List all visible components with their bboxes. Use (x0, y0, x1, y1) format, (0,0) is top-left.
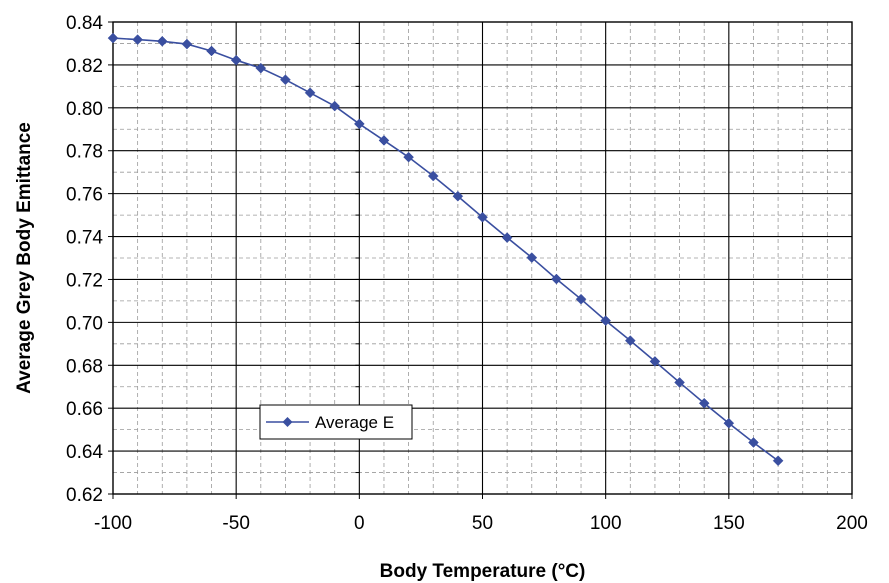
data-point-diamond (477, 211, 488, 223)
data-point-diamond (452, 190, 464, 202)
series-line (112, 37, 779, 462)
data-point-diamond (230, 54, 242, 66)
data-point-diamond (600, 315, 612, 327)
data-point-diamond (255, 62, 267, 74)
data-point-diamond (501, 232, 513, 243)
y-tick-label: 0.80 (66, 99, 103, 120)
x-tick-label: 200 (836, 513, 868, 534)
data-point-diamond (280, 74, 291, 86)
data-point-diamond (304, 87, 316, 99)
data-point-diamond (674, 377, 685, 388)
data-point-diamond (748, 437, 759, 448)
data-point-diamond (624, 335, 636, 346)
y-axis-tick-labels: 0.62 0.64 0.66 0.68 0.70 0.72 0.74 0.76 0.78 0.80… (66, 13, 113, 506)
legend-label: Average E (315, 413, 394, 432)
y-axis-minor-ticks (355, 42, 360, 474)
x-tick-label: -100 (94, 513, 132, 534)
data-point-diamond (132, 34, 143, 45)
series-layer (107, 32, 784, 467)
legend: Average E (259, 404, 413, 440)
y-tick-label: 0.72 (66, 270, 103, 291)
y-tick-label: 0.70 (66, 313, 103, 334)
data-point-diamond (427, 170, 439, 182)
x-tick-label: 150 (713, 513, 745, 534)
x-tick-label: 0 (354, 513, 365, 534)
y-tick-label: 0.84 (66, 13, 103, 34)
y-axis-title: Average Grey Body Emittance (14, 122, 35, 394)
x-tick-label: 50 (472, 513, 493, 534)
data-point-diamond (206, 45, 217, 57)
data-point-diamond (649, 356, 661, 367)
data-point-diamond (575, 293, 587, 305)
data-point-diamond (772, 455, 784, 467)
x-tick-label: 100 (590, 513, 622, 534)
x-tick-label: -50 (222, 513, 249, 534)
y-tick-label: 0.82 (66, 56, 103, 77)
x-axis-tick-labels: -100 -50 0 50 100 150 200 (94, 494, 868, 534)
data-point-diamond (329, 100, 341, 112)
y-tick-label: 0.66 (66, 399, 103, 420)
data-point-diamond (181, 38, 193, 50)
legend-diamond-marker-icon (282, 417, 293, 427)
y-tick-label: 0.74 (66, 228, 103, 249)
data-point-diamond (156, 35, 168, 47)
x-axis-title: Body Temperature (°C) (380, 561, 586, 582)
data-point-diamond (526, 252, 538, 263)
data-point-diamond (378, 135, 390, 146)
data-point-diamond (723, 417, 735, 429)
y-tick-label: 0.64 (66, 442, 103, 463)
data-point-diamond (107, 32, 119, 44)
data-point-diamond (403, 151, 414, 163)
data-point-diamond (698, 397, 710, 409)
data-point-diamond (551, 273, 562, 285)
data-point-diamond (353, 118, 365, 130)
y-tick-label: 0.76 (66, 185, 103, 206)
y-tick-label: 0.62 (66, 485, 103, 506)
y-tick-label: 0.78 (66, 142, 103, 163)
y-tick-label: 0.68 (66, 356, 103, 377)
